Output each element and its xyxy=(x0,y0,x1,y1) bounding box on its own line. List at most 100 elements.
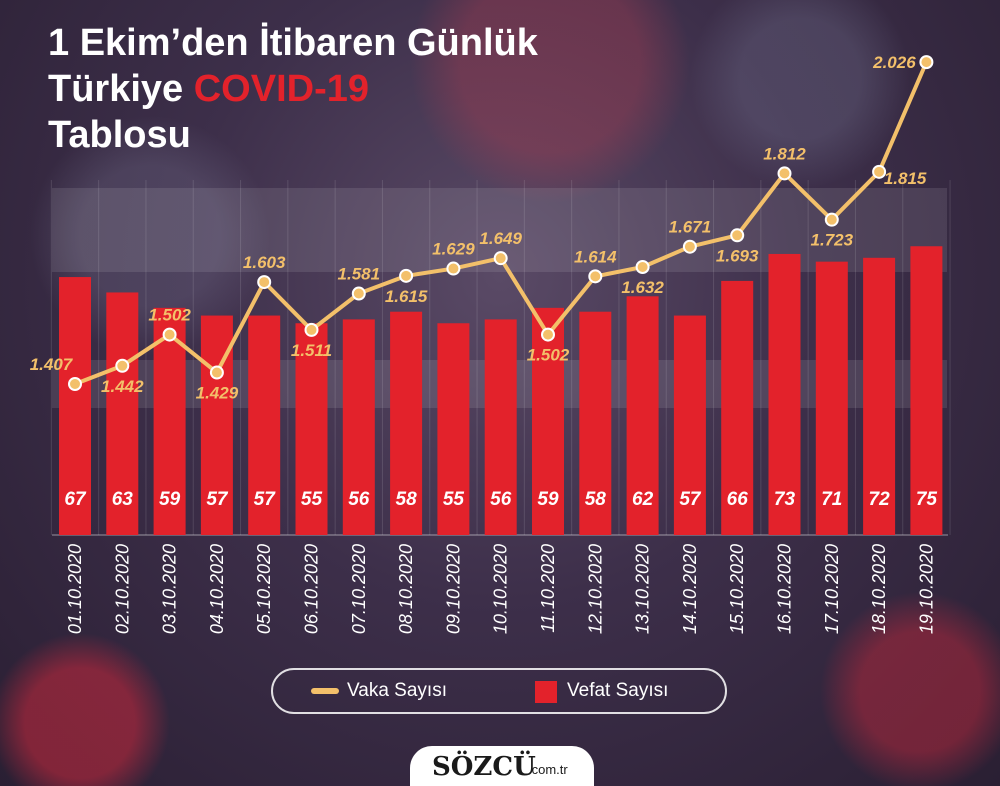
line-value-label: 1.603 xyxy=(243,253,286,272)
x-tick-label: 14.10.2020 xyxy=(680,544,700,634)
point-cases xyxy=(257,275,272,290)
point-cases xyxy=(919,55,934,70)
bar-deaths xyxy=(532,307,564,535)
point-cases xyxy=(824,212,839,227)
x-tick-label: 04.10.2020 xyxy=(207,544,227,634)
title-line-2: Türkiye COVID-19 xyxy=(48,66,538,112)
line-value-label: 1.407 xyxy=(30,355,74,374)
point-cases xyxy=(162,327,177,342)
point-cases xyxy=(730,228,745,243)
bar-deaths xyxy=(815,261,848,535)
x-tick-label: 05.10.2020 xyxy=(254,544,274,634)
sozcu-logo: SÖZCÜ .com.tr xyxy=(410,746,594,786)
line-value-label: 1.815 xyxy=(884,169,927,188)
bar-deaths xyxy=(248,315,281,535)
point-cases xyxy=(209,365,224,380)
line-value-label: 1.629 xyxy=(432,240,475,259)
point-cases xyxy=(351,286,366,301)
bar-value-label: 71 xyxy=(821,489,842,510)
title-line-1: 1 Ekim’den İtibaren Günlük xyxy=(48,22,538,64)
point-cases xyxy=(682,239,697,254)
bar-deaths xyxy=(390,311,423,535)
line-value-label: 1.615 xyxy=(385,287,428,306)
bar-deaths xyxy=(673,315,706,535)
line-value-label: 1.693 xyxy=(716,246,759,265)
line-value-label: 1.429 xyxy=(196,384,239,403)
legend: Vaka Sayısı Vefat Sayısı xyxy=(271,668,727,714)
logo-domain: .com.tr xyxy=(528,762,568,777)
bar-deaths xyxy=(437,323,470,535)
bar-value-label: 55 xyxy=(443,489,465,510)
line-value-label: 1.812 xyxy=(763,144,806,163)
x-tick-label: 06.10.2020 xyxy=(302,544,322,634)
bar-value-label: 67 xyxy=(64,489,87,510)
bar-value-label: 57 xyxy=(679,489,702,510)
bar-value-label: 58 xyxy=(396,489,418,510)
point-cases xyxy=(777,166,792,181)
bar-deaths xyxy=(768,253,801,535)
point-cases xyxy=(541,327,555,342)
line-value-label: 1.442 xyxy=(101,377,144,396)
line-value-label: 1.723 xyxy=(811,231,854,250)
x-tick-label: 19.10.2020 xyxy=(916,544,936,634)
point-cases xyxy=(304,322,319,337)
x-tick-label: 03.10.2020 xyxy=(160,544,180,634)
x-tick-label: 11.10.2020 xyxy=(538,544,558,633)
point-cases xyxy=(872,164,887,179)
point-cases xyxy=(493,251,508,266)
chart-title: 1 Ekim’den İtibaren Günlük Türkiye COVID… xyxy=(48,20,538,158)
line-value-label: 1.649 xyxy=(479,229,522,248)
point-cases xyxy=(399,268,414,283)
point-cases xyxy=(115,358,130,373)
bar-value-label: 56 xyxy=(490,489,512,510)
bar-value-label: 59 xyxy=(159,489,181,510)
bar-value-label: 72 xyxy=(869,489,891,510)
bar-value-label: 57 xyxy=(206,489,229,510)
x-tick-label: 12.10.2020 xyxy=(585,544,605,634)
bar-deaths xyxy=(106,292,139,535)
line-value-label: 1.632 xyxy=(621,278,664,297)
bar-deaths xyxy=(863,257,896,535)
title-line-3: Tablosu xyxy=(48,114,191,156)
point-cases xyxy=(588,269,603,284)
bar-value-label: 62 xyxy=(632,489,654,510)
point-cases xyxy=(635,260,650,274)
bar-value-label: 56 xyxy=(348,489,370,510)
bar-value-label: 55 xyxy=(301,489,323,510)
bar-deaths xyxy=(721,280,754,535)
x-tick-label: 15.10.2020 xyxy=(727,544,747,634)
title-accent: COVID-19 xyxy=(193,68,370,110)
bar-value-label: 75 xyxy=(916,489,938,510)
x-tick-label: 02.10.2020 xyxy=(112,544,132,634)
bar-deaths xyxy=(342,319,375,535)
line-value-label: 1.511 xyxy=(291,341,332,360)
point-cases xyxy=(446,261,461,276)
x-tick-label: 09.10.2020 xyxy=(443,544,463,634)
x-tick-label: 18.10.2020 xyxy=(869,544,889,634)
bar-deaths xyxy=(579,311,612,535)
bar-value-label: 57 xyxy=(254,489,277,510)
title-line-2-prefix: Türkiye xyxy=(48,68,194,110)
x-tick-label: 13.10.2020 xyxy=(633,544,653,634)
bar-deaths xyxy=(59,277,91,535)
bar-deaths xyxy=(626,296,659,535)
bar-value-label: 59 xyxy=(537,489,559,510)
x-tick-label: 16.10.2020 xyxy=(775,544,795,634)
x-tick-label: 08.10.2020 xyxy=(396,544,416,634)
bar-deaths xyxy=(484,319,517,535)
bar-deaths xyxy=(910,246,943,535)
legend-label-deaths: Vefat Sayısı xyxy=(567,680,669,701)
bar-value-label: 66 xyxy=(727,489,749,510)
line-value-label: 1.502 xyxy=(148,306,191,325)
bar-value-label: 73 xyxy=(774,489,796,510)
x-tick-label: 10.10.2020 xyxy=(491,544,511,634)
point-cases xyxy=(68,377,82,391)
bar-value-label: 63 xyxy=(112,489,134,510)
x-tick-label: 01.10.2020 xyxy=(65,544,85,634)
logo-brand: SÖZCÜ xyxy=(432,752,536,782)
line-value-label: 1.671 xyxy=(669,218,712,237)
x-tick-label: 17.10.2020 xyxy=(822,544,842,634)
line-value-label: 1.614 xyxy=(574,247,617,266)
